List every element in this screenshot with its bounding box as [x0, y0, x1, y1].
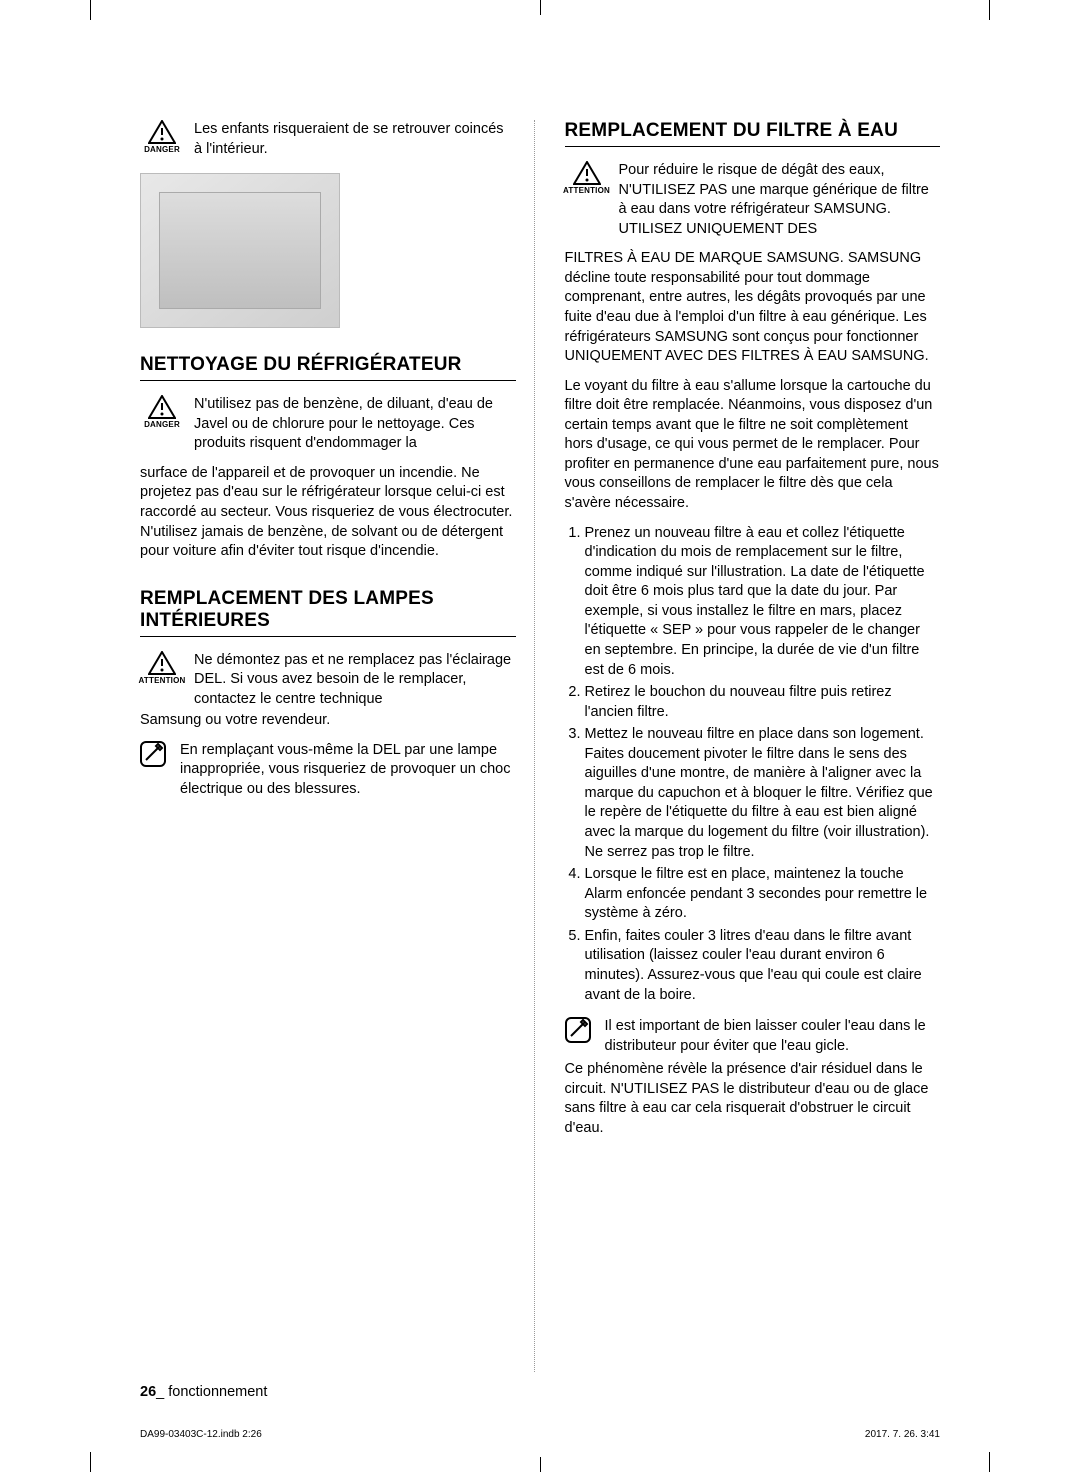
note-icon: [565, 1017, 595, 1048]
attention-icon: ATTENTION: [140, 651, 184, 685]
page-number: 26: [140, 1384, 156, 1400]
section-heading-cleaning: NETTOYAGE DU RÉFRIGÉRATEUR: [140, 354, 516, 381]
crop-mark: [989, 0, 990, 20]
attention-label: ATTENTION: [563, 186, 610, 195]
list-item: Lorsque le filtre est en place, maintene…: [585, 865, 941, 924]
filter-steps-list: Prenez un nouveau filtre à eau et collez…: [565, 524, 941, 1006]
danger-block: DANGER Les enfants risqueraient de se re…: [140, 120, 516, 159]
section-heading-lamps: REMPLACEMENT DES LAMPES INTÉRIEURES: [140, 588, 516, 637]
page-footer: 26_ fonctionnement: [140, 1384, 940, 1400]
footer-section: _ fonctionnement: [156, 1384, 267, 1400]
danger-text: N'utilisez pas de benzène, de diluant, d…: [194, 395, 516, 454]
attention-text: Pour réduire le risque de dégât des eaux…: [619, 161, 941, 239]
list-item: Mettez le nouveau filtre en place dans s…: [585, 725, 941, 862]
print-timestamp: 2017. 7. 26. 3:41: [865, 1429, 940, 1440]
attention-block: ATTENTION Ne démontez pas et ne remplace…: [140, 651, 516, 710]
section-heading-filter: REMPLACEMENT DU FILTRE À EAU: [565, 120, 941, 147]
list-item: Enfin, faites couler 3 litres d'eau dans…: [585, 927, 941, 1005]
left-column: DANGER Les enfants risqueraient de se re…: [140, 120, 535, 1372]
list-item: Retirez le bouchon du nouveau filtre pui…: [585, 683, 941, 722]
danger-block: DANGER N'utilisez pas de benzène, de dil…: [140, 395, 516, 454]
body-paragraph: Ce phénomène révèle la présence d'air ré…: [565, 1060, 941, 1138]
crop-mark: [90, 1452, 91, 1472]
crop-mark: [90, 0, 91, 20]
print-file: DA99-03403C-12.indb 2:26: [140, 1429, 262, 1440]
attention-block: ATTENTION Pour réduire le risque de dégâ…: [565, 161, 941, 239]
right-column: REMPLACEMENT DU FILTRE À EAU ATTENTION P…: [565, 120, 941, 1372]
note-block: Il est important de bien laisser couler …: [565, 1017, 941, 1056]
note-text: En remplaçant vous-même la DEL par une l…: [180, 741, 516, 800]
page-content: DANGER Les enfants risqueraient de se re…: [140, 120, 940, 1372]
danger-icon: DANGER: [140, 395, 184, 429]
crop-mark: [540, 1457, 541, 1472]
crop-mark: [540, 0, 541, 15]
note-block: En remplaçant vous-même la DEL par une l…: [140, 741, 516, 800]
attention-text: Ne démontez pas et ne remplacez pas l'éc…: [194, 651, 516, 710]
body-paragraph: surface de l'appareil et de provoquer un…: [140, 464, 516, 562]
body-paragraph: Samsung ou votre revendeur.: [140, 711, 516, 731]
body-paragraph: Le voyant du filtre à eau s'allume lorsq…: [565, 377, 941, 514]
print-metadata: DA99-03403C-12.indb 2:26 2017. 7. 26. 3:…: [140, 1429, 940, 1440]
attention-label: ATTENTION: [139, 676, 186, 685]
danger-text: Les enfants risqueraient de se retrouver…: [194, 120, 516, 159]
danger-label: DANGER: [144, 420, 180, 429]
body-paragraph: FILTRES À EAU DE MARQUE SAMSUNG. SAMSUNG…: [565, 249, 941, 366]
crop-mark: [989, 1452, 990, 1472]
note-icon: [140, 741, 170, 772]
danger-icon: DANGER: [140, 120, 184, 154]
refrigerator-drawer-illustration: [140, 173, 340, 328]
danger-label: DANGER: [144, 145, 180, 154]
attention-icon: ATTENTION: [565, 161, 609, 195]
list-item: Prenez un nouveau filtre à eau et collez…: [585, 524, 941, 681]
note-text: Il est important de bien laisser couler …: [605, 1017, 941, 1056]
